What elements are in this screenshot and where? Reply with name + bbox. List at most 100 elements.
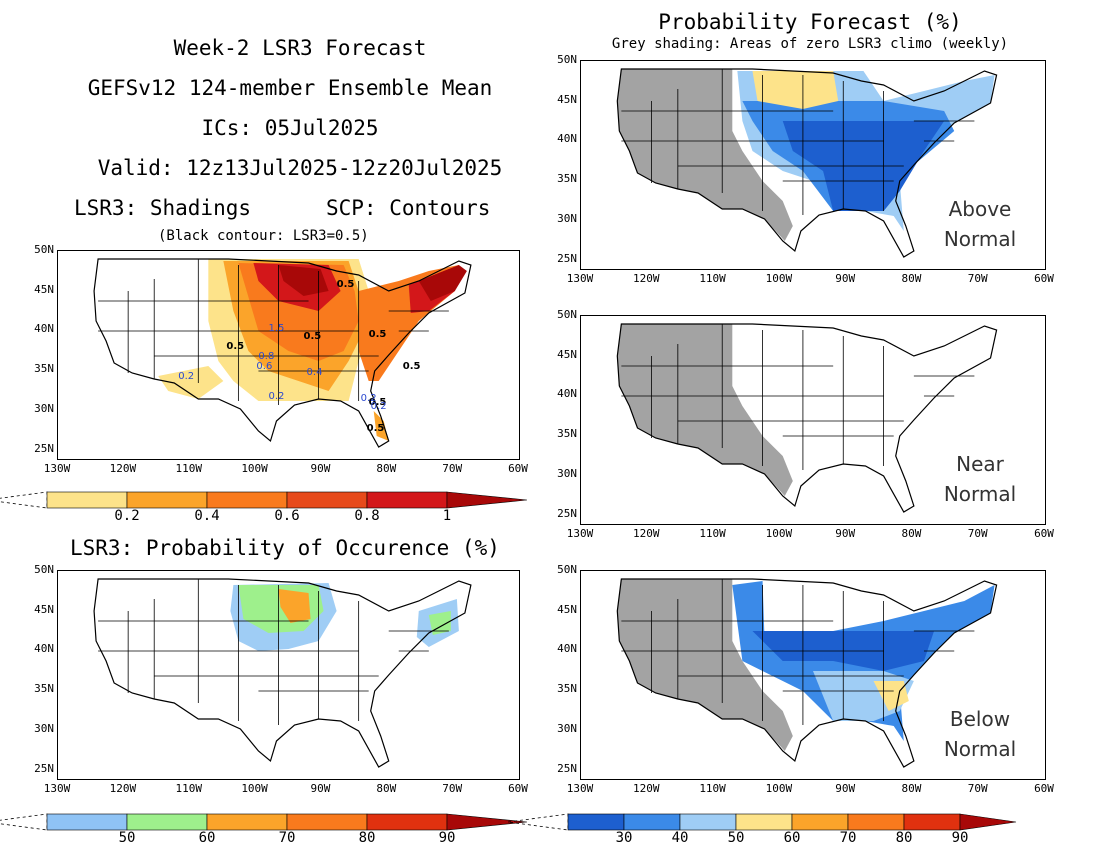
colorbar-segment bbox=[366, 491, 448, 509]
lon-label: 110W bbox=[699, 527, 726, 540]
lat-label: 25N bbox=[557, 761, 577, 775]
lat-label: 40N bbox=[34, 322, 54, 336]
colorbar-label: 50 bbox=[118, 830, 136, 846]
contour-label: 0.5 bbox=[337, 279, 355, 290]
lat-label: 50N bbox=[557, 308, 577, 321]
p-below-svg bbox=[616, 578, 998, 768]
p-above-svg bbox=[616, 68, 998, 258]
lon-label: 60W bbox=[1034, 782, 1054, 795]
colorbar-segment bbox=[791, 813, 849, 831]
colorbar-label: 0.2 bbox=[114, 508, 140, 524]
colorbar-label: 1 bbox=[442, 508, 452, 524]
lon-label: 110W bbox=[175, 462, 202, 475]
coastline bbox=[616, 578, 998, 768]
title-line6: (Black contour: LSR3=0.5) bbox=[158, 228, 369, 244]
lon-label: 100W bbox=[765, 272, 793, 285]
lat-label: 30N bbox=[34, 401, 54, 415]
lon-label: 70W bbox=[967, 272, 988, 285]
lon-label: 90W bbox=[310, 462, 331, 475]
zero-climo-shading bbox=[617, 69, 793, 241]
colorbar-label: 90 bbox=[438, 830, 456, 846]
colorbar-segment bbox=[206, 491, 288, 509]
coastline bbox=[616, 323, 998, 513]
lon-label: 90W bbox=[835, 272, 856, 285]
lon-label: 80W bbox=[376, 462, 397, 475]
lon-label: 110W bbox=[699, 272, 726, 285]
shade-fl bbox=[373, 411, 389, 441]
lat-label: 25N bbox=[557, 506, 577, 520]
colorbar-label: 60 bbox=[198, 830, 216, 846]
shade-60-ne bbox=[428, 611, 451, 635]
colorbar-segment bbox=[735, 813, 793, 831]
colorbar-label: 60 bbox=[783, 830, 801, 846]
colorbar-label: 30 bbox=[615, 830, 633, 846]
lat-label: 35N bbox=[34, 682, 54, 696]
lat-label: 50N bbox=[557, 53, 577, 66]
lon-label: 120W bbox=[633, 782, 660, 795]
lat-label: 45N bbox=[34, 282, 54, 296]
p-near-svg bbox=[616, 323, 998, 513]
colorbar-label: 70 bbox=[839, 830, 857, 846]
lat-label: 50N bbox=[557, 563, 577, 576]
contour-label: 0.6 bbox=[256, 361, 272, 372]
zero-climo-shading bbox=[617, 324, 793, 496]
p-occ-svg bbox=[93, 578, 472, 768]
contour-label: 0.5 bbox=[369, 397, 387, 408]
occurrence-map-panel bbox=[57, 570, 520, 780]
colorbar-label: 80 bbox=[895, 830, 913, 846]
lat-label: 45N bbox=[34, 602, 54, 616]
contour-label: 0.4 bbox=[307, 367, 323, 378]
lon-label: 80W bbox=[901, 782, 922, 795]
lsr3-colorbar bbox=[0, 491, 528, 509]
colorbar-lower-extension bbox=[0, 491, 48, 509]
lon-label: 110W bbox=[699, 782, 726, 795]
shade-0.2-sw bbox=[158, 366, 224, 399]
shade-1 bbox=[278, 265, 329, 296]
colorbar-upper-extension bbox=[959, 813, 1017, 831]
lon-label: 70W bbox=[442, 782, 463, 795]
colorbar-segment bbox=[903, 813, 961, 831]
lon-label: 60W bbox=[508, 462, 528, 475]
lon-label: 110W bbox=[175, 782, 202, 795]
contour-label: 0.5 bbox=[304, 331, 322, 342]
colorbar-segment bbox=[847, 813, 905, 831]
lat-label: 35N bbox=[34, 362, 54, 376]
lat-label: 45N bbox=[557, 602, 577, 616]
below-normal-map-panel bbox=[580, 570, 1046, 780]
lon-label: 80W bbox=[376, 782, 397, 795]
lon-label: 90W bbox=[310, 782, 331, 795]
near-normal-map-panel bbox=[580, 315, 1046, 525]
lat-label: 40N bbox=[557, 387, 577, 401]
title-line1: Week-2 LSR3 Forecast bbox=[173, 36, 427, 60]
lon-label: 60W bbox=[508, 782, 528, 795]
lsr3-map-panel: 0.5 0.5 0.5 0.5 0.5 0.5 0.5 1.5 0.8 0.6 0.4 0.2 0.2 0… bbox=[57, 250, 520, 460]
colorbar-lower-extension bbox=[508, 813, 569, 831]
lon-label: 80W bbox=[901, 527, 922, 540]
lat-label: 40N bbox=[557, 642, 577, 656]
colorbar-segment bbox=[126, 813, 208, 831]
contour-label: 0.5 bbox=[403, 361, 421, 372]
lon-label: 130W bbox=[566, 272, 594, 285]
lon-label: 100W bbox=[241, 782, 268, 795]
lon-label: 70W bbox=[967, 782, 988, 795]
colorbar-label: 70 bbox=[278, 830, 296, 846]
lon-label: 120W bbox=[109, 462, 137, 475]
title-line5-right: SCP: Contours bbox=[326, 196, 491, 220]
lon-label: 130W bbox=[43, 782, 71, 795]
colorbar-lower-extension bbox=[0, 813, 48, 831]
contour-label: 0.2 bbox=[268, 391, 284, 402]
occurrence-colorbar bbox=[0, 813, 528, 831]
colorbar-segment bbox=[206, 813, 288, 831]
lat-label: 30N bbox=[557, 211, 577, 225]
contour-label: 0.2 bbox=[371, 401, 387, 412]
lon-label: 90W bbox=[835, 527, 856, 540]
colorbar-label: 50 bbox=[727, 830, 745, 846]
colorbar-segment bbox=[46, 491, 128, 509]
lat-label: 30N bbox=[34, 721, 54, 735]
lon-label: 70W bbox=[967, 527, 988, 540]
lon-label: 130W bbox=[566, 527, 594, 540]
colorbar-segment bbox=[286, 491, 368, 509]
lat-label: 30N bbox=[557, 721, 577, 735]
contour-label: 0.8 bbox=[258, 351, 274, 362]
contour-label: 0.5 bbox=[369, 329, 387, 340]
